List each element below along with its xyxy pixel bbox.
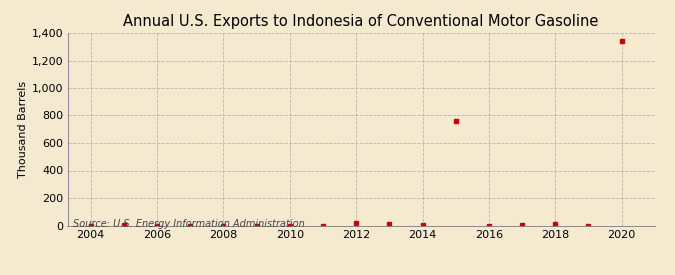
Text: Source: U.S. Energy Information Administration: Source: U.S. Energy Information Administ…: [74, 219, 305, 229]
Y-axis label: Thousand Barrels: Thousand Barrels: [18, 81, 28, 178]
Title: Annual U.S. Exports to Indonesia of Conventional Motor Gasoline: Annual U.S. Exports to Indonesia of Conv…: [124, 14, 599, 29]
